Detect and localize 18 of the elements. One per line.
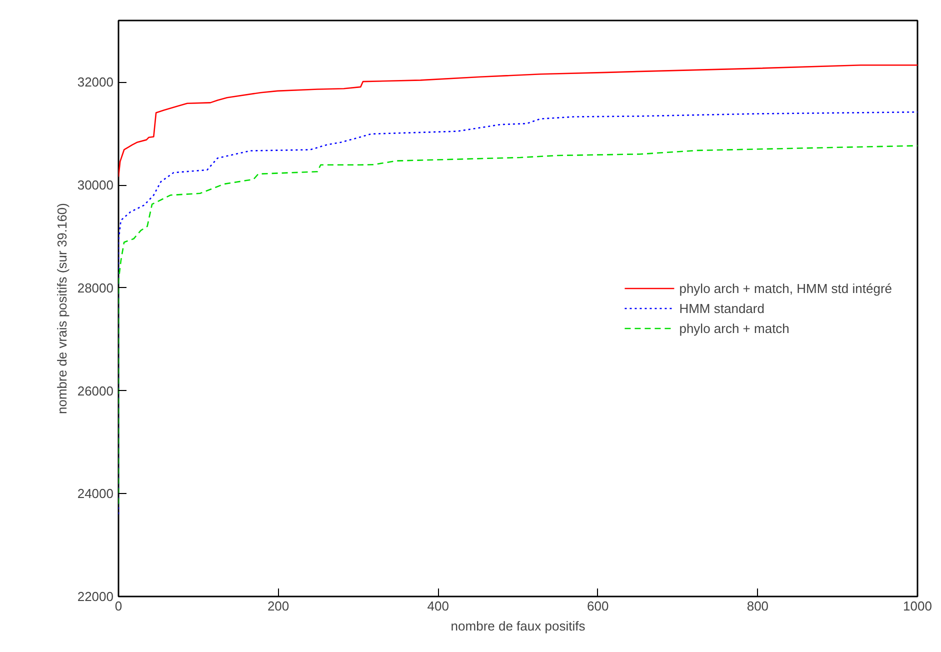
legend-label: HMM standard	[679, 300, 764, 316]
x-tick-label: 1000	[903, 598, 932, 614]
y-tick-label: 22000	[77, 589, 114, 604]
y-tick-label: 32000	[77, 74, 114, 90]
line-series	[118, 64, 918, 178]
x-axis-title: nombre de faux positifs	[450, 618, 586, 634]
x-tick-label: 0	[114, 598, 122, 614]
legend-label: phylo arch + match, HMM std intégré	[679, 280, 892, 296]
x-tick-label: 800	[746, 598, 769, 614]
y-tick-label: 24000	[77, 486, 114, 502]
legend-label: phylo arch + match	[679, 320, 790, 336]
x-tick-label: 200	[267, 598, 290, 614]
y-tick-label: 26000	[77, 383, 114, 398]
x-tick-label: 600	[587, 598, 609, 614]
y-tick-label: 30000	[77, 178, 114, 193]
y-tick-label: 28000	[77, 280, 114, 296]
x-tick-label: 400	[427, 598, 449, 614]
y-axis-title: nombre de vrais positifs (sur 39.160)	[54, 203, 70, 414]
